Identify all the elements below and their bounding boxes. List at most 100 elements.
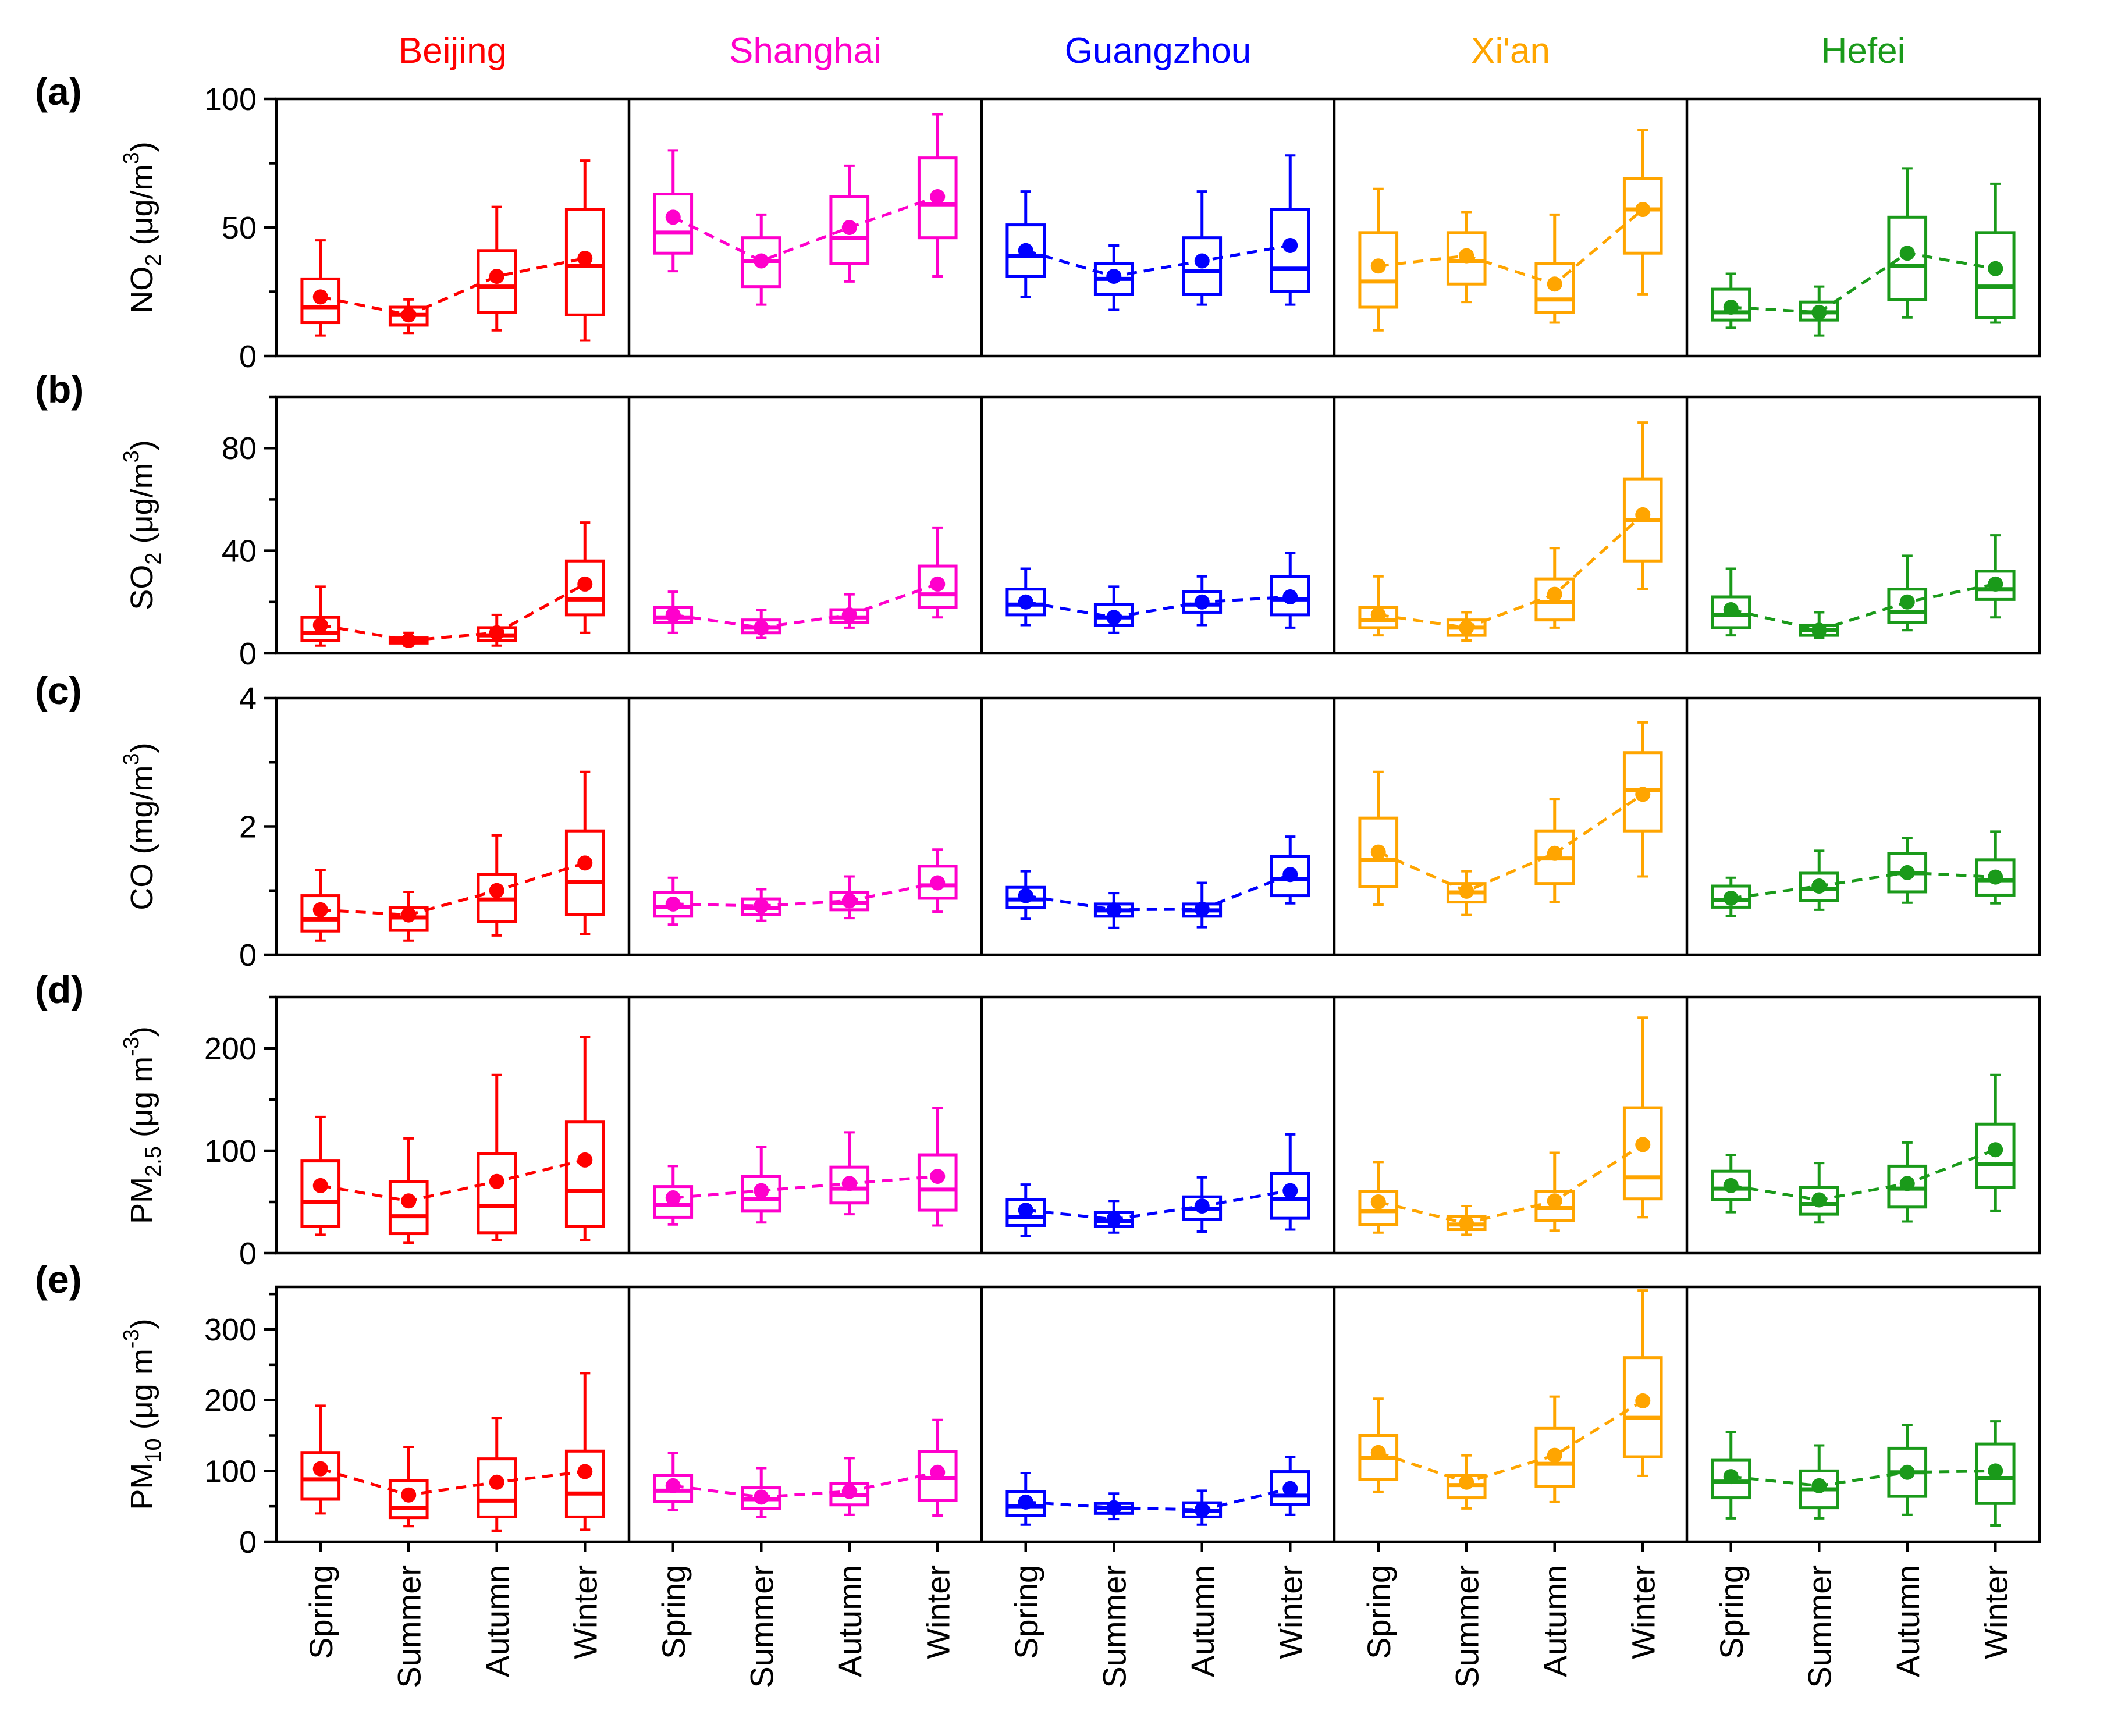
mean-marker — [401, 307, 417, 323]
panel-frame — [275, 97, 2041, 358]
mean-marker — [401, 632, 417, 648]
y-tick-label: 100 — [204, 82, 257, 117]
mean-marker — [1459, 248, 1474, 264]
mean-marker — [1635, 507, 1651, 522]
panel-letter-d: (d) — [35, 968, 84, 1011]
mean-marker — [665, 1478, 681, 1493]
mean-marker — [1194, 901, 1210, 917]
mean-marker — [1106, 1500, 1122, 1516]
mean-marker — [1811, 1192, 1827, 1208]
panel-b: 0 40 80 (b) SO2 (μg/m3) — [35, 368, 2041, 671]
mean-marker — [1370, 258, 1386, 274]
box-autumn — [1182, 190, 1223, 306]
mean-trend-line — [673, 1175, 938, 1200]
mean-trend-line — [320, 257, 585, 316]
mean-marker — [489, 1173, 504, 1189]
city-group-shanghai — [653, 113, 958, 306]
mean-marker — [754, 898, 769, 914]
panel-a: 0 50 100 (a) NO2 (μg/m3) — [35, 70, 2041, 374]
city-group-beijing — [300, 770, 605, 942]
mean-marker — [930, 188, 946, 204]
mean-marker — [577, 251, 593, 266]
mean-marker — [754, 620, 769, 635]
y-axis-title: PM2.5 (μg m-3) — [119, 1026, 166, 1224]
mean-trend-line — [1377, 793, 1644, 893]
panel-frame — [275, 395, 2041, 655]
mean-marker — [1370, 607, 1386, 622]
box-spring — [300, 1404, 341, 1515]
season-label-autumn: Autumn — [479, 1565, 516, 1677]
panel-frame — [275, 1285, 2041, 1543]
box-autumn — [477, 1417, 517, 1532]
mean-trend-line — [1377, 1399, 1644, 1484]
y-tick-label: 100 — [204, 1134, 257, 1169]
mean-marker — [1018, 243, 1033, 258]
panel-d: 0 100 200 (d) PM2.5 (μg m-3) — [35, 968, 2041, 1271]
mean-marker — [1635, 787, 1651, 802]
mean-marker — [1988, 1463, 2003, 1479]
box-autumn — [1887, 554, 1928, 632]
mean-marker — [1106, 1211, 1122, 1227]
season-label-winter: Winter — [1625, 1565, 1661, 1659]
panel-letter-a: (a) — [35, 70, 82, 113]
y-axis-title: PM10 (μg m-3) — [119, 1318, 166, 1510]
box-winter — [564, 770, 605, 935]
mean-marker — [665, 896, 681, 912]
season-label-autumn: Autumn — [832, 1565, 868, 1677]
mean-trend-line — [1378, 1143, 1644, 1225]
box-winter — [564, 1036, 605, 1241]
city-group-guangzhou — [1005, 154, 1310, 311]
mean-marker — [1723, 1178, 1739, 1193]
mean-marker — [577, 855, 593, 871]
mean-marker — [1459, 883, 1474, 899]
season-label-summer: Summer — [1096, 1565, 1132, 1688]
box-summer — [388, 1137, 429, 1244]
mean-trend-line — [1025, 244, 1291, 278]
city-group-guangzhou — [1005, 835, 1310, 929]
box-summer — [1799, 1162, 1839, 1224]
mean-marker — [1547, 845, 1562, 861]
box-winter — [1270, 154, 1310, 306]
mean-trend-line — [320, 861, 585, 917]
box-spring — [1711, 567, 1751, 637]
mean-marker — [1547, 586, 1562, 602]
city-group-hefei — [1711, 830, 2016, 917]
mean-trend-line — [673, 582, 939, 629]
city-group-shanghai — [653, 1418, 958, 1518]
city-group-xian — [1358, 721, 1663, 916]
y-axis-title: CO (mg/m3) — [119, 742, 159, 910]
box-spring — [300, 585, 341, 647]
season-label-summer: Summer — [390, 1565, 427, 1688]
panel-c: 0 2 4 (c) CO (mg/m3) — [35, 669, 2041, 973]
mean-marker — [930, 1464, 946, 1480]
mean-trend-line — [1025, 1487, 1291, 1511]
iqr-box — [564, 1120, 605, 1228]
y-tick-label: 50 — [222, 211, 257, 246]
y-tick-label: 40 — [222, 534, 257, 569]
city-group-guangzhou — [1005, 1133, 1310, 1237]
box-spring — [1711, 1154, 1751, 1214]
city-group-xian — [1358, 421, 1663, 642]
y-axis-title: NO2 (μg/m3) — [119, 141, 166, 313]
city-group-beijing — [300, 1036, 605, 1244]
season-label-summer: Summer — [1801, 1565, 1838, 1688]
mean-marker — [1106, 268, 1122, 284]
mean-marker — [841, 607, 857, 622]
mean-marker — [1635, 1393, 1651, 1408]
mean-marker — [577, 1464, 593, 1479]
mean-marker — [1547, 1447, 1562, 1463]
mean-marker — [1811, 1478, 1827, 1493]
city-group-beijing — [300, 1372, 605, 1532]
city-group-hefei — [1711, 167, 2016, 337]
season-label-winter: Winter — [567, 1565, 603, 1659]
mean-marker — [312, 1178, 328, 1193]
mean-marker — [401, 1487, 417, 1503]
mean-marker — [1018, 1494, 1033, 1510]
city-group-guangzhou — [1005, 552, 1310, 634]
season-label-spring: Spring — [303, 1565, 339, 1659]
mean-marker — [665, 209, 681, 225]
box-autumn — [1534, 1151, 1575, 1232]
panel-frame — [275, 696, 2041, 956]
mean-marker — [1811, 878, 1827, 894]
